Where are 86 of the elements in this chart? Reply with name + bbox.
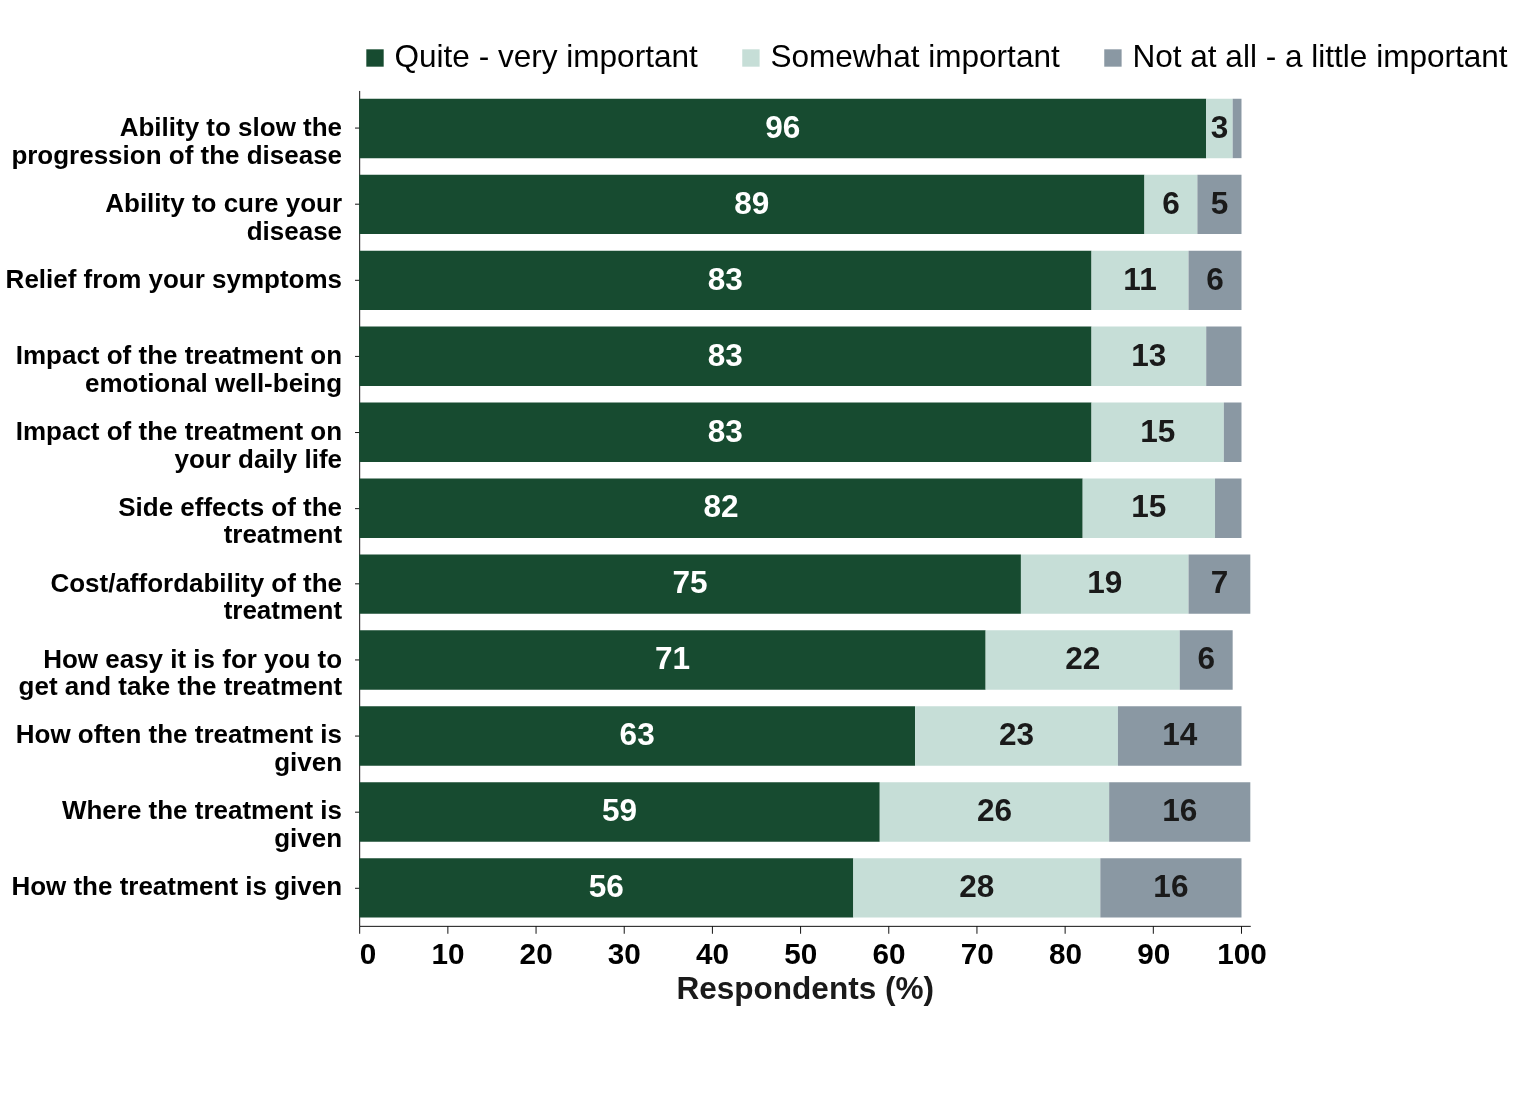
- bar: [1117, 706, 1242, 766]
- data-label: 11: [1123, 260, 1157, 297]
- bar: [1179, 630, 1233, 690]
- data-label: 26: [976, 792, 1012, 829]
- bar: [1206, 326, 1242, 386]
- x-tick-label: 50: [784, 937, 818, 971]
- bar: [853, 858, 1101, 918]
- bar: [359, 250, 1092, 311]
- data-label: 6: [1206, 260, 1224, 297]
- bar: [359, 554, 1021, 614]
- y-tick-label: Cost/affordability of the treatment: [50, 567, 343, 626]
- data-label: 22: [1065, 640, 1101, 677]
- y-tick-label: Ability to slow the progression of the disease: [11, 111, 343, 170]
- y-tick-label: How easy it is for you to get and take the treatment: [18, 643, 343, 702]
- y-tick-label: Ability to cure your disease: [105, 187, 343, 246]
- data-label: 15: [1131, 488, 1167, 525]
- x-tick-label: 90: [1137, 937, 1171, 971]
- data-label: 83: [707, 336, 743, 373]
- data-label: 3: [1210, 108, 1229, 145]
- bar: [1188, 554, 1251, 614]
- bar: [985, 630, 1180, 690]
- legend-label: Not at all - a little important: [1132, 38, 1508, 75]
- data-label: 28: [959, 868, 995, 905]
- bar: [1100, 858, 1242, 918]
- x-tick-label: 10: [431, 937, 465, 971]
- data-label: 96: [765, 108, 801, 145]
- bar: [879, 782, 1110, 842]
- bar: [359, 326, 1092, 386]
- y-tick-label: How the treatment is given: [11, 871, 343, 902]
- legend-label: Quite - very important: [394, 38, 699, 75]
- data-label: 13: [1131, 336, 1167, 373]
- data-label: 59: [601, 792, 638, 829]
- x-tick-label: 70: [960, 937, 994, 971]
- bar: [1144, 174, 1198, 235]
- data-label: 16: [1162, 792, 1198, 829]
- y-tick-label: Side effects of the treatment: [118, 491, 343, 550]
- bar: [915, 706, 1118, 766]
- bar: [359, 478, 1083, 538]
- data-label: 83: [707, 412, 743, 449]
- data-label: 82: [703, 488, 739, 525]
- data-label: 15: [1140, 412, 1176, 449]
- y-tick-label: How often the treatment is given: [15, 719, 343, 778]
- bar: [1232, 98, 1242, 159]
- bar: [1215, 478, 1242, 538]
- y-tick-label: Where the treatment is given: [61, 795, 343, 854]
- legend-label: Somewhat important: [770, 38, 1060, 75]
- bar: [359, 174, 1145, 235]
- bar: [359, 782, 880, 842]
- bar: [359, 402, 1092, 462]
- x-tick-label: 30: [607, 937, 641, 971]
- x-tick-label: 0: [359, 937, 377, 971]
- bar: [1197, 174, 1242, 235]
- data-label: 7: [1210, 564, 1229, 601]
- bar: [1020, 554, 1189, 614]
- bar: [1091, 402, 1224, 462]
- bar: [359, 858, 854, 918]
- bar: [359, 630, 986, 690]
- x-tick-label: 100: [1217, 937, 1267, 971]
- x-tick-label: 80: [1048, 937, 1083, 971]
- bar: [359, 706, 916, 766]
- y-tick-label: Impact of the treatment on your daily life: [15, 415, 343, 474]
- y-tick-label: Relief from your symptoms: [5, 263, 343, 294]
- bar: [1109, 782, 1251, 842]
- data-label: 19: [1087, 564, 1123, 601]
- data-label: 71: [654, 640, 690, 677]
- data-label: 75: [672, 564, 708, 601]
- x-tick-label: 20: [519, 937, 553, 971]
- data-label: 14: [1162, 716, 1198, 753]
- bar: [1082, 478, 1216, 538]
- data-label: 5: [1210, 184, 1229, 221]
- bar: [1091, 326, 1207, 386]
- y-tick-label: Impact of the treatment on emotional well-being: [15, 339, 343, 398]
- bar: [1223, 402, 1242, 462]
- data-label: 23: [998, 716, 1035, 753]
- data-label: 83: [707, 260, 743, 297]
- data-label: 6: [1197, 640, 1215, 677]
- data-label: 63: [619, 716, 655, 753]
- data-label: 16: [1153, 868, 1189, 905]
- x-axis-title: Respondents (%): [676, 969, 935, 1006]
- x-tick-label: 60: [872, 937, 906, 971]
- x-tick-label: 40: [696, 937, 730, 971]
- bar: [1091, 250, 1189, 311]
- data-label: 56: [588, 868, 624, 905]
- bar: [359, 98, 1207, 159]
- data-label: 89: [734, 184, 770, 221]
- data-label: 6: [1162, 184, 1180, 221]
